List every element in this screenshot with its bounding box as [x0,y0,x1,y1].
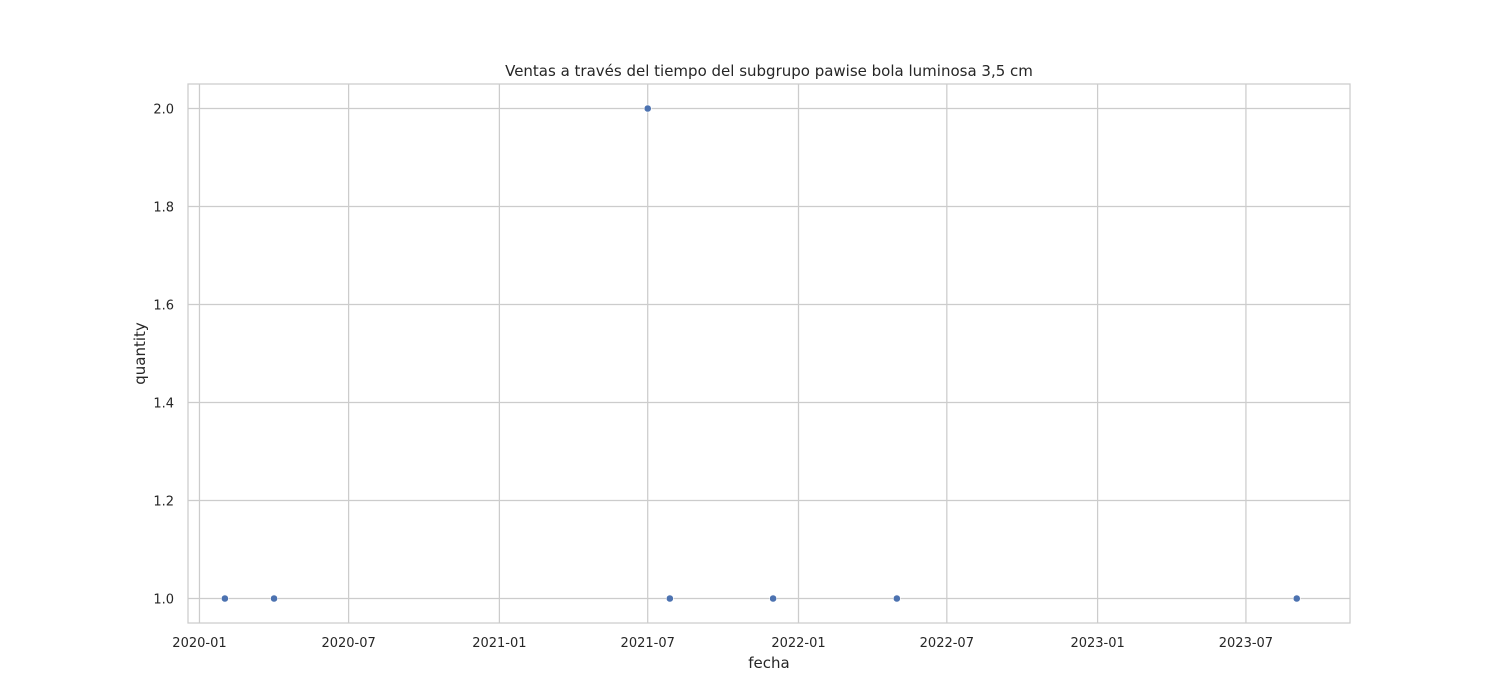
x-tick-label: 2021-07 [621,636,675,651]
data-point [270,594,278,603]
x-tick-label: 2020-07 [321,636,375,651]
y-axis-label: quantity [131,322,149,385]
x-tick-label: 2023-07 [1219,636,1273,651]
x-tick-label: 2023-01 [1070,636,1124,651]
y-tick-label: 1.0 [153,593,174,608]
data-point [769,594,777,603]
plot-frame [187,83,1351,624]
x-tick-label: 2022-01 [771,636,825,651]
y-tick-label: 1.8 [153,201,174,216]
data-point [1292,594,1301,603]
x-tick-label: 2021-01 [472,636,526,651]
data-point [220,594,229,603]
ticks-layer: 2020-01 2020-07 2021-01 2021-07 2022-01 2022-… [153,103,1273,652]
y-tick-label: 1.6 [153,299,174,314]
points-layer [220,104,1301,603]
data-point [892,594,901,603]
grid-layer [188,84,1350,623]
y-tick-label: 2.0 [153,103,174,118]
x-tick-label: 2020-01 [172,636,226,651]
y-tick-label: 1.4 [153,397,174,412]
y-tick-label: 1.2 [153,495,174,510]
x-axis-label: fecha [748,654,789,672]
chart-title: Ventas a través del tiempo del subgrupo … [505,62,1033,80]
data-point [665,594,674,603]
x-tick-label: 2022-07 [920,636,974,651]
data-point [643,104,652,113]
